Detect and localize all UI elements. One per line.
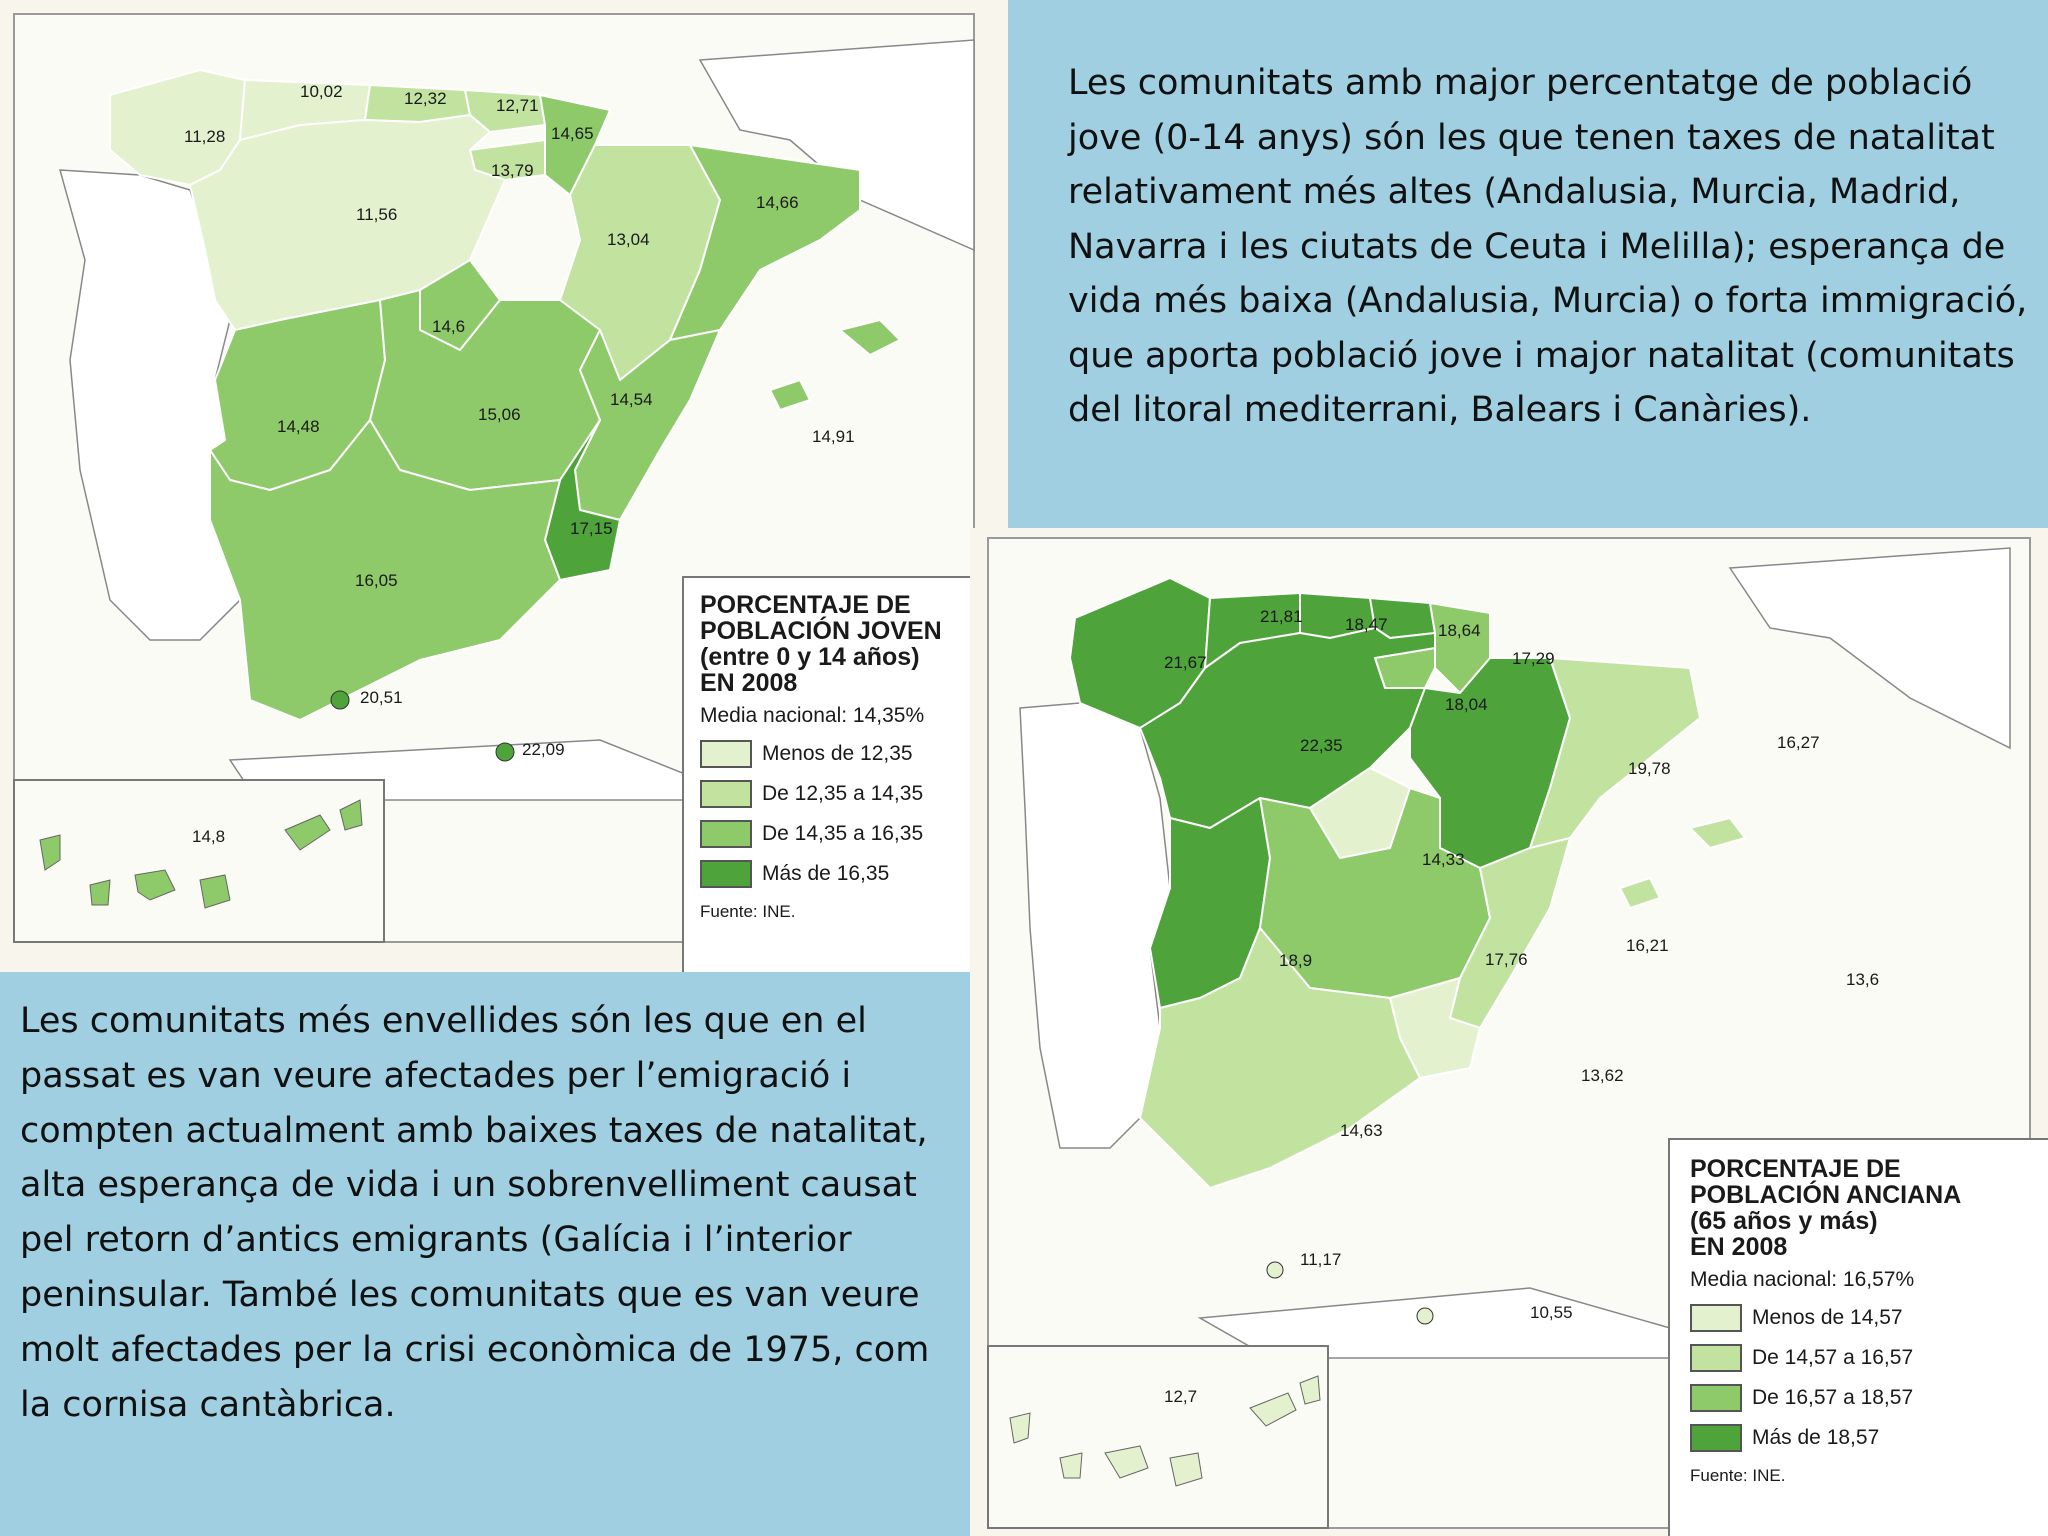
val-asturias: 21,81 <box>1260 607 1303 626</box>
map-elderly-population: 21,67 21,81 18,47 18,64 17,29 18,04 22,3… <box>970 528 2048 1536</box>
val-cantabria: 18,47 <box>1345 615 1388 634</box>
val-castilla-leon: 22,35 <box>1300 736 1343 755</box>
val-murcia: 13,62 <box>1581 1066 1624 1085</box>
legend-young-item: Más de 16,35 <box>700 854 1008 894</box>
val-canarias: 14,8 <box>192 827 225 846</box>
val-la-rioja: 13,79 <box>491 161 534 180</box>
val-valencia: 16,21 <box>1626 936 1669 955</box>
val-castilla-leon: 11,56 <box>356 205 397 224</box>
val-galicia: 21,67 <box>1164 653 1207 672</box>
val-madrid: 14,6 <box>432 317 465 336</box>
val-navarra: 14,65 <box>551 124 594 143</box>
val-cataluna: 14,66 <box>756 193 799 212</box>
legend-young-item: Menos de 12,35 <box>700 734 1008 774</box>
legend-young: PORCENTAJE DE POBLACIÓN JOVEN (entre 0 y… <box>682 576 1008 972</box>
val-castilla-la-mancha: 17,76 <box>1485 950 1528 969</box>
val-pais-vasco: 12,71 <box>496 96 539 115</box>
region-cataluna <box>669 144 861 341</box>
region-andalucia <box>1139 927 1421 1189</box>
val-baleares: 13,6 <box>1846 970 1879 989</box>
caption-elderly: Les comunitats més envellides són les qu… <box>20 1001 930 1425</box>
region-castilla-la-mancha <box>369 289 601 491</box>
val-ceuta: 20,51 <box>360 688 403 707</box>
val-melilla: 10,55 <box>1530 1303 1573 1322</box>
map-elderly-svg: 21,67 21,81 18,47 18,64 17,29 18,04 22,3… <box>970 528 2048 1536</box>
region-baleares <box>1619 817 1746 909</box>
caption-panel-old <box>0 972 970 1536</box>
legend-young-source: Fuente: INE. <box>700 902 796 921</box>
france-land <box>1728 547 2011 750</box>
legend-young-title: PORCENTAJE DE POBLACIÓN JOVEN (entre 0 y… <box>700 591 942 697</box>
val-extremadura: 18,9 <box>1279 951 1312 970</box>
val-cantabria: 12,32 <box>404 89 447 108</box>
val-murcia: 17,15 <box>570 519 613 538</box>
legend-elderly-source: Fuente: INE. <box>1690 1466 1786 1485</box>
region-pais-vasco <box>464 89 546 133</box>
val-castilla-la-mancha: 15,06 <box>478 405 521 424</box>
legend-elderly-item: Menos de 14,57 <box>1690 1298 2048 1338</box>
val-aragon: 19,78 <box>1628 759 1671 778</box>
val-melilla: 22,09 <box>522 740 565 759</box>
legend-elderly-mean: Media nacional: 16,57% <box>1690 1268 1915 1291</box>
young-value-labels: 11,28 10,02 12,32 12,71 14,65 13,79 11,5… <box>184 82 855 846</box>
region-ceuta <box>330 690 350 710</box>
val-asturias: 10,02 <box>300 82 343 101</box>
elderly-value-labels: 21,67 21,81 18,47 18,64 17,29 18,04 22,3… <box>1164 607 1879 1406</box>
val-ceuta: 11,17 <box>1300 1250 1341 1269</box>
legend-elderly-item: De 16,57 a 18,57 <box>1690 1378 2048 1418</box>
legend-elderly: PORCENTAJE DE POBLACIÓN ANCIANA (65 años… <box>1668 1138 2048 1536</box>
legend-elderly-item: Más de 18,57 <box>1690 1418 2048 1458</box>
canarias-inset <box>13 779 385 943</box>
region-cataluna <box>1529 657 1701 849</box>
val-galicia: 11,28 <box>184 127 225 146</box>
legend-young-mean: Media nacional: 14,35% <box>700 704 925 727</box>
val-valencia: 14,54 <box>610 390 653 409</box>
caption-panel-young <box>1008 0 2048 528</box>
region-valencia <box>574 329 721 521</box>
val-aragon: 13,04 <box>607 230 650 249</box>
map-young-population: 11,28 10,02 12,32 12,71 14,65 13,79 11,5… <box>0 0 1008 972</box>
legend-young-item: De 12,35 a 14,35 <box>700 774 1008 814</box>
legend-young-item: De 14,35 a 16,35 <box>700 814 1008 854</box>
val-la-rioja: 18,04 <box>1445 695 1488 714</box>
region-baleares <box>769 319 901 411</box>
val-pais-vasco: 18,64 <box>1438 621 1481 640</box>
region-melilla <box>1416 1307 1434 1325</box>
val-andalucia: 16,05 <box>355 571 398 590</box>
val-canarias: 12,7 <box>1164 1387 1197 1406</box>
region-andalucia <box>209 419 561 721</box>
region-castilla-leon <box>189 114 506 331</box>
region-melilla <box>495 742 515 762</box>
val-cataluna: 16,27 <box>1777 733 1820 752</box>
val-andalucia: 14,63 <box>1340 1121 1383 1140</box>
canarias-inset <box>987 1345 1329 1529</box>
region-valencia <box>1449 837 1571 1029</box>
val-madrid: 14,33 <box>1422 850 1465 869</box>
val-baleares: 14,91 <box>812 427 855 446</box>
legend-elderly-item: De 14,57 a 16,57 <box>1690 1338 2048 1378</box>
val-extremadura: 14,48 <box>277 417 320 436</box>
val-navarra: 17,29 <box>1512 649 1555 668</box>
legend-elderly-title: PORCENTAJE DE POBLACIÓN ANCIANA (65 años… <box>1690 1155 1962 1261</box>
region-ceuta <box>1266 1261 1284 1279</box>
caption-young: Les comunitats amb major percentatge de … <box>1068 63 2028 430</box>
